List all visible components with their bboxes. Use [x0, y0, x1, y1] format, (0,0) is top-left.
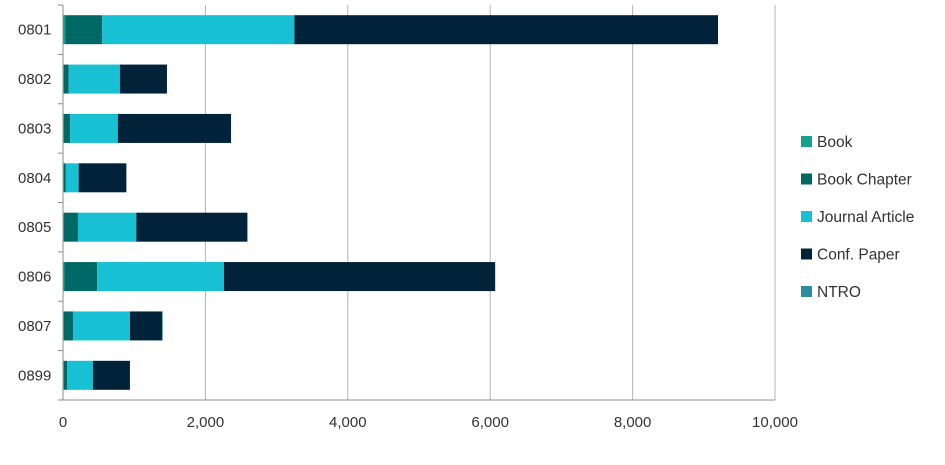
bar-segment-book-chapter — [63, 360, 68, 390]
bar-segment-book-chapter — [63, 163, 66, 193]
bar-segment-conf-paper — [223, 262, 496, 292]
y-tick-label: 0805 — [18, 219, 51, 236]
bar-segment-conf-paper — [294, 15, 719, 45]
bar-segment-journal-article — [102, 15, 295, 45]
legend-label: Conf. Paper — [817, 247, 900, 264]
legend-swatch — [801, 136, 812, 147]
y-tick-label: 0803 — [18, 120, 51, 137]
y-tick-label: 0899 — [18, 367, 51, 384]
axis-layer: 0 2,000 4,000 6,000 8,000 10,000 0801 0802 0803 0… — [18, 4, 798, 431]
legend-swatch — [801, 286, 812, 297]
bar-segment-journal-article — [67, 360, 93, 390]
x-tick-label: 4,000 — [329, 414, 367, 431]
bar-segment-book-chapter — [63, 113, 71, 143]
bar-segment-book-chapter — [63, 311, 73, 341]
bar-segment-ntro — [161, 311, 163, 341]
bar-segment-journal-article — [65, 163, 79, 193]
bar-segment-journal-article — [97, 262, 224, 292]
legend-label: Book — [817, 134, 853, 151]
legend-label: Book Chapter — [817, 172, 912, 189]
y-tick-label: 0806 — [18, 269, 51, 286]
y-tick-label: 0804 — [18, 170, 51, 187]
bar-segment-journal-article — [68, 64, 120, 94]
bar-segment-book-chapter — [63, 64, 69, 94]
bar-segment-book-chapter — [65, 15, 103, 45]
bar-segment-book — [63, 262, 65, 292]
bar-segment-conf-paper — [136, 212, 248, 242]
bar-segment-conf-paper — [119, 64, 167, 94]
bar-segment-book — [63, 15, 66, 45]
bar-segment-journal-article — [70, 113, 118, 143]
y-tick-label: 0807 — [18, 318, 51, 335]
bar-segment-journal-article — [77, 212, 137, 242]
legend: Book Book Chapter Journal Article Conf. Pap… — [801, 134, 914, 301]
legend-swatch — [801, 211, 812, 222]
bars-layer — [63, 15, 719, 390]
bar-segment-conf-paper — [92, 360, 130, 390]
bar-segment-journal-article — [72, 311, 130, 341]
bar-segment-book-chapter — [63, 212, 78, 242]
grid-layer — [204, 5, 776, 400]
x-tick-label: 6,000 — [471, 414, 509, 431]
legend-label: NTRO — [817, 284, 861, 301]
y-tick-label: 0802 — [18, 71, 51, 88]
bar-segment-conf-paper — [117, 113, 232, 143]
y-tick-label: 0801 — [18, 22, 51, 39]
bar-segment-conf-paper — [78, 163, 127, 193]
x-tick-label: 8,000 — [614, 414, 652, 431]
x-tick-label: 10,000 — [752, 414, 798, 431]
x-tick-label: 0 — [59, 414, 67, 431]
legend-label: Journal Article — [817, 209, 914, 226]
legend-swatch — [801, 248, 812, 260]
x-tick-label: 2,000 — [187, 414, 225, 431]
legend-swatch — [801, 173, 812, 185]
bar-segment-conf-paper — [129, 311, 162, 341]
bar-segment-book-chapter — [64, 262, 98, 292]
